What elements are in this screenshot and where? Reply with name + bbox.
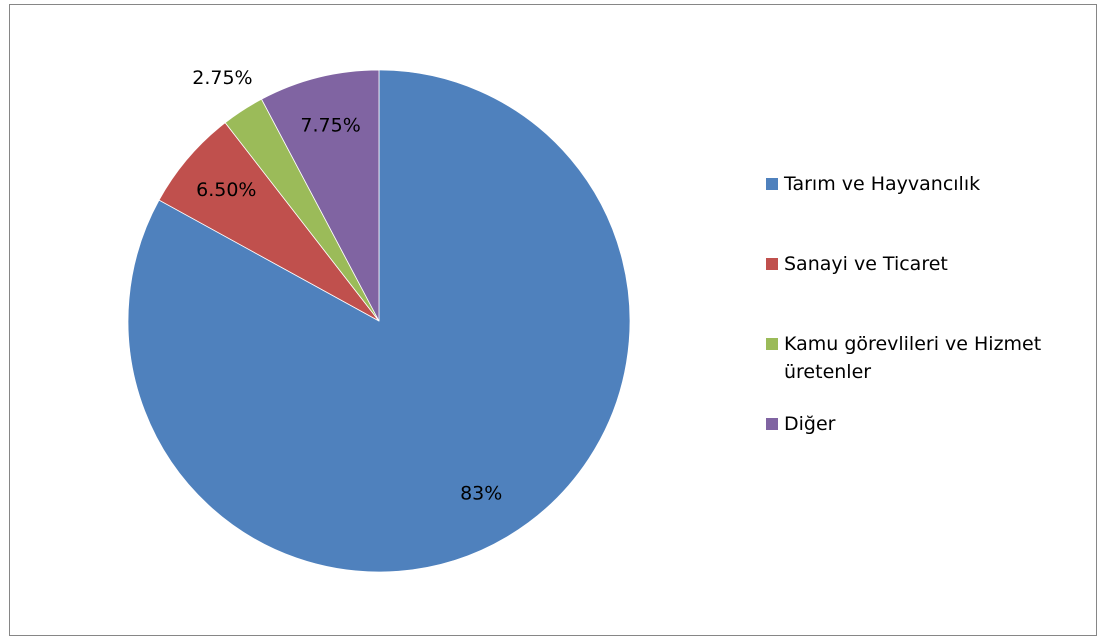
legend-label: Tarım ve Hayvancılık bbox=[784, 173, 981, 195]
legend-swatch bbox=[766, 258, 778, 270]
legend-swatch bbox=[766, 338, 778, 350]
legend-swatch bbox=[766, 178, 778, 190]
legend-label: Sanayi ve Ticaret bbox=[784, 253, 948, 275]
data-label: 2.75% bbox=[192, 67, 252, 89]
data-label: 7.75% bbox=[300, 115, 360, 137]
legend-entry: Tarım ve Hayvancılık bbox=[766, 170, 1096, 198]
legend-entry: Sanayi ve Ticaret bbox=[766, 250, 1096, 278]
legend-entry: Kamu görevlileri ve Hizmet üretenler bbox=[766, 330, 1096, 386]
legend-entry: Diğer bbox=[766, 410, 1096, 438]
legend-label: Kamu görevlileri ve Hizmet üretenler bbox=[784, 333, 1042, 383]
legend: Tarım ve Hayvancılık Sanayi ve Ticaret Kam… bbox=[766, 170, 1096, 490]
data-label: 6.50% bbox=[196, 179, 256, 201]
legend-swatch bbox=[766, 418, 778, 430]
chart-frame bbox=[9, 4, 1097, 636]
pie-slice bbox=[261, 69, 380, 322]
data-label: 83% bbox=[460, 482, 502, 504]
legend-label: Diğer bbox=[784, 413, 836, 435]
